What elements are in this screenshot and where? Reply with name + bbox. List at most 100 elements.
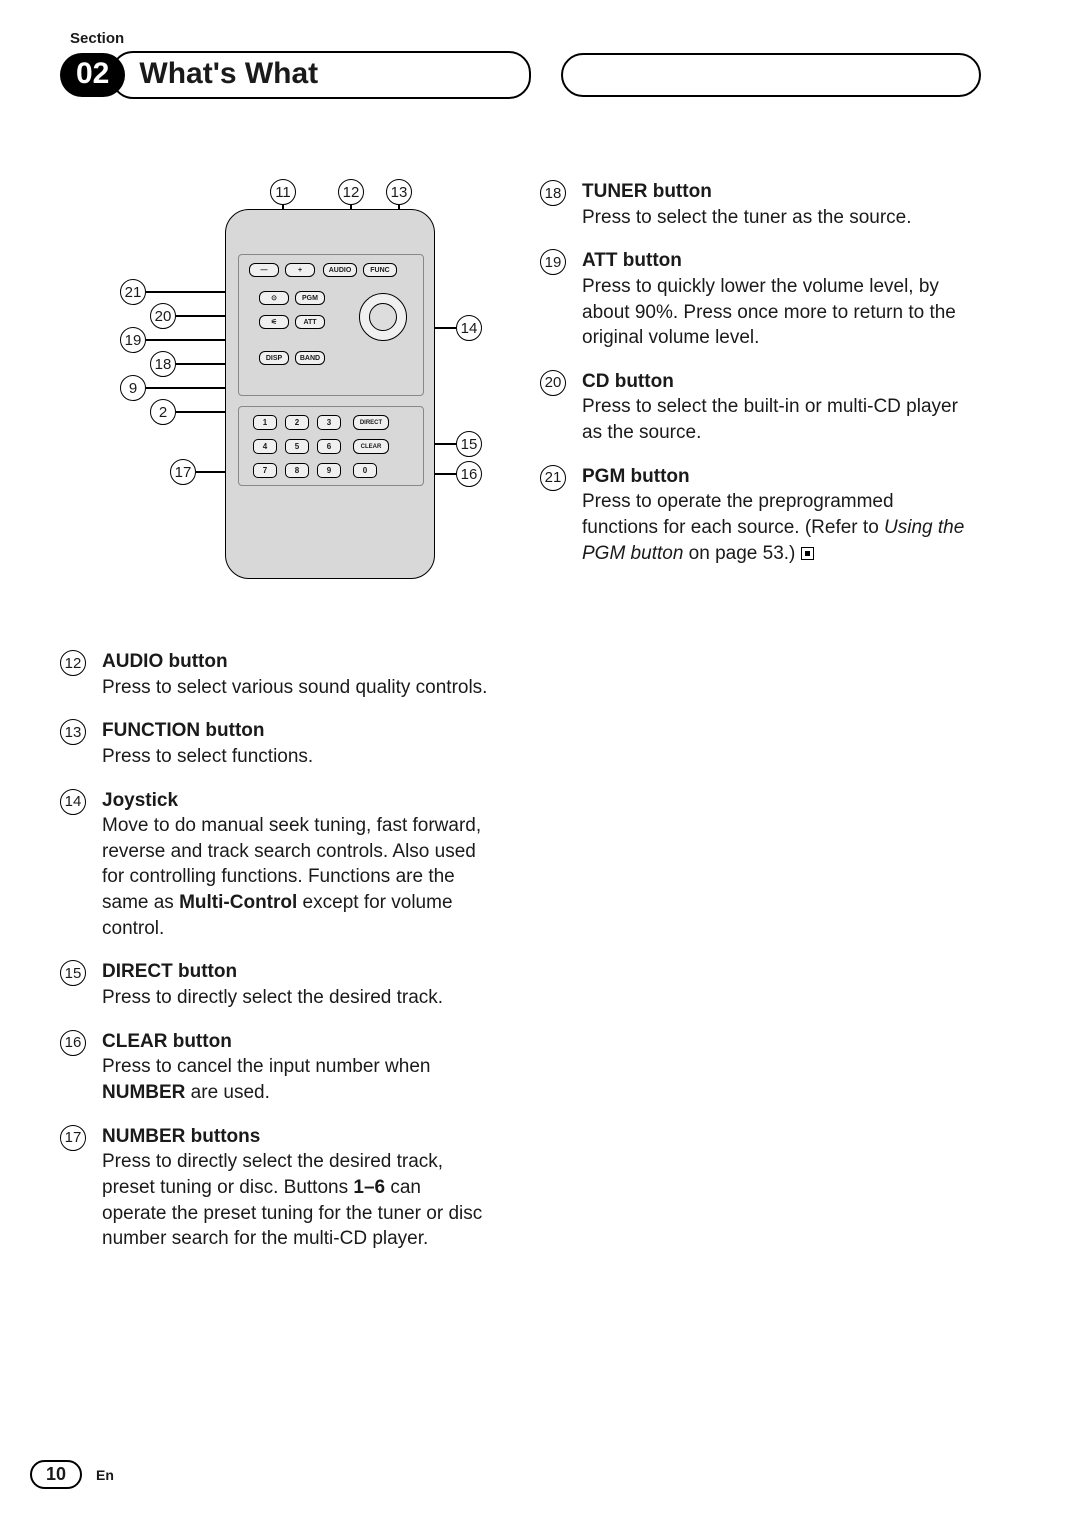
description-item: 12 AUDIO buttonPress to select various so… <box>60 649 490 700</box>
item-description: Press to operate the preprogrammed funct… <box>582 489 970 566</box>
callout-12: 12 <box>338 179 364 205</box>
band-button: BAND <box>295 351 325 365</box>
item-body: JoystickMove to do manual seek tuning, f… <box>102 788 490 942</box>
item-number: 18 <box>540 180 566 206</box>
joystick <box>359 293 407 341</box>
item-body: TUNER buttonPress to select the tuner as… <box>582 179 912 230</box>
item-description: Press to directly select the desired tra… <box>102 985 443 1011</box>
callout-15: 15 <box>456 431 482 457</box>
callout-16: 16 <box>456 461 482 487</box>
att-button: ATT <box>295 315 325 329</box>
callout-2: 2 <box>150 399 176 425</box>
item-body: AUDIO buttonPress to select various soun… <box>102 649 487 700</box>
clear-button: CLEAR <box>353 439 389 454</box>
callout-13: 13 <box>386 179 412 205</box>
callout-17: 17 <box>170 459 196 485</box>
num-7: 7 <box>253 463 277 478</box>
cd-button: ⊙ <box>259 291 289 305</box>
item-number: 15 <box>60 960 86 986</box>
item-number: 12 <box>60 650 86 676</box>
remote-upper-panel: — + AUDIO FUNC ⊙ PGM ⚟ ATT DISP BAND <box>238 254 424 396</box>
num-6: 6 <box>317 439 341 454</box>
callout-14: 14 <box>456 315 482 341</box>
remote-diagram: 11 12 13 21 20 19 18 9 2 17 14 15 <box>60 179 490 609</box>
item-body: CD buttonPress to select the built-in or… <box>582 369 970 446</box>
page-title: What's What <box>111 51 531 99</box>
func-button: FUNC <box>363 263 397 277</box>
item-description: Press to cancel the input number when NU… <box>102 1054 490 1105</box>
item-description: Press to quickly lower the volume level,… <box>582 274 970 351</box>
description-item: 21 PGM buttonPress to operate the preprog… <box>540 464 970 567</box>
callout-11: 11 <box>270 179 296 205</box>
item-number: 13 <box>60 719 86 745</box>
item-number: 21 <box>540 465 566 491</box>
plus-button: + <box>285 263 315 277</box>
item-body: DIRECT buttonPress to directly select th… <box>102 959 443 1010</box>
item-number: 19 <box>540 249 566 275</box>
item-title: NUMBER buttons <box>102 1124 490 1150</box>
description-item: 14 JoystickMove to do manual seek tuning,… <box>60 788 490 942</box>
num-2: 2 <box>285 415 309 430</box>
right-column: 18 TUNER buttonPress to select the tuner … <box>540 179 970 1270</box>
item-description: Press to select the built-in or multi-CD… <box>582 394 970 445</box>
remote-body: — + AUDIO FUNC ⊙ PGM ⚟ ATT DISP BAND 1 2… <box>225 209 435 579</box>
item-body: CLEAR buttonPress to cancel the input nu… <box>102 1029 490 1106</box>
direct-button: DIRECT <box>353 415 389 430</box>
num-4: 4 <box>253 439 277 454</box>
num-3: 3 <box>317 415 341 430</box>
item-title: ATT button <box>582 248 970 274</box>
minus-button: — <box>249 263 279 277</box>
item-body: FUNCTION buttonPress to select functions… <box>102 718 313 769</box>
item-description: Press to select functions. <box>102 744 313 770</box>
tuner-button: ⚟ <box>259 315 289 329</box>
callout-18: 18 <box>150 351 176 377</box>
end-mark-icon <box>801 547 814 560</box>
callout-20: 20 <box>150 303 176 329</box>
item-number: 16 <box>60 1030 86 1056</box>
remote-number-panel: 1 2 3 DIRECT 4 5 6 CLEAR 7 8 9 0 <box>238 406 424 486</box>
left-column: 11 12 13 21 20 19 18 9 2 17 14 15 <box>60 179 490 1270</box>
num-0: 0 <box>353 463 377 478</box>
description-item: 18 TUNER buttonPress to select the tuner … <box>540 179 970 230</box>
num-9: 9 <box>317 463 341 478</box>
pgm-button: PGM <box>295 291 325 305</box>
section-number-pill: 02 <box>60 53 125 97</box>
item-title: Joystick <box>102 788 490 814</box>
item-title: AUDIO button <box>102 649 487 675</box>
description-item: 16 CLEAR buttonPress to cancel the input … <box>60 1029 490 1106</box>
header-row: 02 What's What <box>60 51 1020 99</box>
item-title: FUNCTION button <box>102 718 313 744</box>
item-number: 14 <box>60 789 86 815</box>
audio-button: AUDIO <box>323 263 357 277</box>
description-item: 19 ATT buttonPress to quickly lower the v… <box>540 248 970 351</box>
description-item: 13 FUNCTION buttonPress to select functio… <box>60 718 490 769</box>
item-description: Move to do manual seek tuning, fast forw… <box>102 813 490 941</box>
disp-button: DISP <box>259 351 289 365</box>
item-title: PGM button <box>582 464 970 490</box>
item-title: DIRECT button <box>102 959 443 985</box>
num-5: 5 <box>285 439 309 454</box>
description-item: 17 NUMBER buttonsPress to directly select… <box>60 1124 490 1252</box>
item-body: NUMBER buttonsPress to directly select t… <box>102 1124 490 1252</box>
lang-label: En <box>96 1467 114 1483</box>
callout-19: 19 <box>120 327 146 353</box>
item-title: TUNER button <box>582 179 912 205</box>
item-body: PGM buttonPress to operate the preprogra… <box>582 464 970 567</box>
item-number: 17 <box>60 1125 86 1151</box>
blank-header-pill <box>561 53 981 97</box>
item-number: 20 <box>540 370 566 396</box>
item-description: Press to directly select the desired tra… <box>102 1149 490 1252</box>
section-label: Section <box>70 30 1020 47</box>
description-item: 15 DIRECT buttonPress to directly select … <box>60 959 490 1010</box>
num-1: 1 <box>253 415 277 430</box>
description-item: 20 CD buttonPress to select the built-in … <box>540 369 970 446</box>
page-number: 10 <box>30 1460 82 1489</box>
item-title: CLEAR button <box>102 1029 490 1055</box>
footer: 10 En <box>30 1460 114 1489</box>
item-body: ATT buttonPress to quickly lower the vol… <box>582 248 970 351</box>
num-8: 8 <box>285 463 309 478</box>
item-description: Press to select various sound quality co… <box>102 675 487 701</box>
item-description: Press to select the tuner as the source. <box>582 205 912 231</box>
item-title: CD button <box>582 369 970 395</box>
callout-9: 9 <box>120 375 146 401</box>
